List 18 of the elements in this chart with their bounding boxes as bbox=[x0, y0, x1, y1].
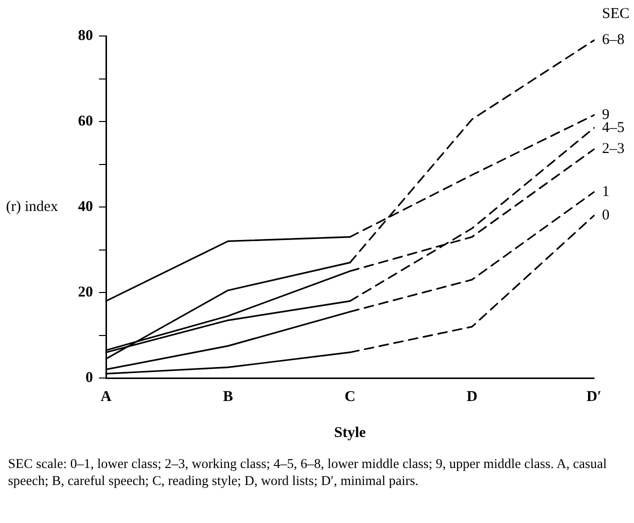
text: SEC scale: 0–1, lower class; 2–3, working class; 4–5, 6–8, lower middle class; 9, upper middle class. A, casual speech; B, careful speech; C, reading style; D, word lists; D′, minimal pairs. bbox=[8, 455, 608, 489]
series-label: 6–8 bbox=[602, 32, 624, 48]
x-tick-label: C bbox=[344, 388, 356, 405]
y-tick-label: 40 bbox=[78, 198, 93, 215]
series-label: 1 bbox=[602, 184, 610, 200]
series-label: 2–3 bbox=[602, 141, 624, 158]
y-tick-label: 20 bbox=[78, 284, 93, 300]
y-tick-label: 0 bbox=[86, 370, 93, 386]
y-tick-label: 80 bbox=[78, 28, 93, 44]
y-axis-title: (r) index bbox=[6, 198, 59, 215]
series-label: 0 bbox=[602, 207, 610, 224]
x-tick-label: B bbox=[222, 388, 234, 405]
y-tick-label: 60 bbox=[78, 113, 93, 130]
x-tick-label: D′ bbox=[586, 388, 602, 405]
x-tick-label: A bbox=[100, 388, 112, 405]
x-tick-label: D bbox=[466, 388, 478, 405]
x-axis-title: Style bbox=[334, 424, 366, 441]
legend-title: SEC bbox=[602, 6, 630, 22]
